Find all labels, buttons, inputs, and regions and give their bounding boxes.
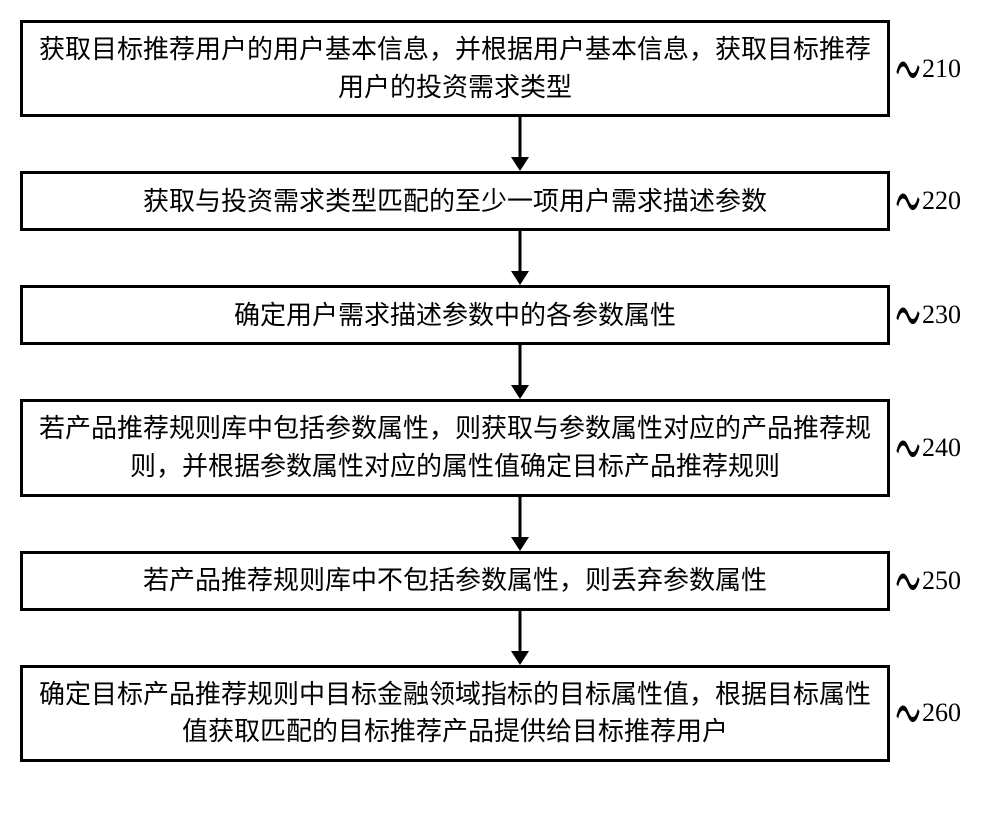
- flow-arrow: [20, 611, 980, 665]
- flow-node: 获取与投资需求类型匹配的至少一项用户需求描述参数: [20, 171, 890, 231]
- flow-node: 若产品推荐规则库中不包括参数属性，则丢弃参数属性: [20, 551, 890, 611]
- flow-node: 确定用户需求描述参数中的各参数属性: [20, 285, 890, 345]
- step-label: 〜240: [894, 428, 961, 468]
- tilde-connector: 〜: [895, 404, 920, 492]
- step-label: 〜230: [894, 295, 961, 335]
- step-number: 260: [922, 698, 961, 728]
- tilde-connector: 〜: [895, 271, 920, 359]
- flow-node: 确定目标产品推荐规则中目标金融领域指标的目标属性值，根据目标属性值获取匹配的目标…: [20, 665, 890, 762]
- step-number: 220: [922, 186, 961, 216]
- flow-node: 若产品推荐规则库中包括参数属性，则获取与参数属性对应的产品推荐规则，并根据参数属…: [20, 399, 890, 496]
- tilde-connector: 〜: [895, 537, 920, 625]
- step-number: 250: [922, 566, 961, 596]
- flow-arrow: [20, 231, 980, 285]
- flow-arrow: [20, 497, 980, 551]
- flow-step: 确定目标产品推荐规则中目标金融领域指标的目标属性值，根据目标属性值获取匹配的目标…: [20, 665, 980, 762]
- tilde-connector: 〜: [895, 25, 920, 113]
- tilde-connector: 〜: [895, 157, 920, 245]
- flow-step: 确定用户需求描述参数中的各参数属性〜230: [20, 285, 980, 345]
- flow-step: 若产品推荐规则库中包括参数属性，则获取与参数属性对应的产品推荐规则，并根据参数属…: [20, 399, 980, 496]
- flow-arrow: [20, 117, 980, 171]
- step-label: 〜210: [894, 49, 961, 89]
- flow-step: 获取与投资需求类型匹配的至少一项用户需求描述参数〜220: [20, 171, 980, 231]
- flow-node: 获取目标推荐用户的用户基本信息，并根据用户基本信息，获取目标推荐用户的投资需求类…: [20, 20, 890, 117]
- step-number: 230: [922, 300, 961, 330]
- step-number: 240: [922, 433, 961, 463]
- step-label: 〜220: [894, 181, 961, 221]
- flowchart-container: 获取目标推荐用户的用户基本信息，并根据用户基本信息，获取目标推荐用户的投资需求类…: [20, 20, 980, 762]
- flow-step: 若产品推荐规则库中不包括参数属性，则丢弃参数属性〜250: [20, 551, 980, 611]
- tilde-connector: 〜: [895, 669, 920, 757]
- step-label: 〜250: [894, 561, 961, 601]
- step-number: 210: [922, 54, 961, 84]
- flow-step: 获取目标推荐用户的用户基本信息，并根据用户基本信息，获取目标推荐用户的投资需求类…: [20, 20, 980, 117]
- flow-arrow: [20, 345, 980, 399]
- step-label: 〜260: [894, 693, 961, 733]
